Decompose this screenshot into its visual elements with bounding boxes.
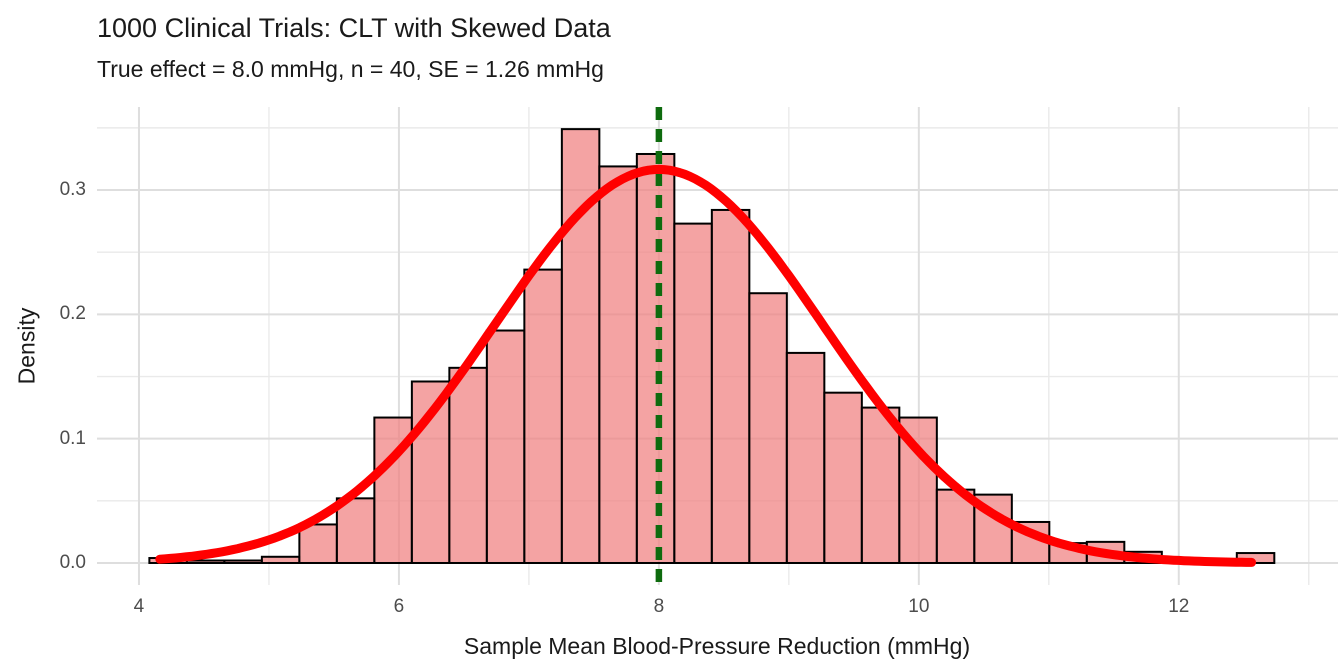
histogram-bar (260, 555, 301, 564)
histogram-bar (598, 165, 638, 564)
y-tick-label: 0.1 (59, 427, 86, 449)
x-tick-label: 6 (393, 596, 405, 617)
histogram-bar (298, 523, 338, 564)
histogram-bar (860, 406, 901, 564)
histogram-bar (823, 391, 863, 564)
x-tick-label: 10 (908, 596, 930, 617)
y-tick-label: 0.0 (59, 551, 86, 573)
x-tick-label: 4 (133, 596, 145, 617)
histogram-bar (223, 559, 263, 564)
x-axis-title: Sample Mean Blood-Pressure Reduction (mm… (463, 633, 971, 659)
chart-subtitle: True effect = 8.0 mmHg, n = 40, SE = 1.2… (97, 56, 604, 82)
histogram-bar (748, 292, 788, 564)
histogram-bar (448, 366, 488, 564)
histogram-bar (635, 152, 676, 564)
histogram-bar (485, 329, 526, 564)
histogram-bar (710, 208, 751, 564)
histogram-bar (185, 559, 226, 564)
chart-title: 1000 Clinical Trials: CLT with Skewed Da… (97, 13, 611, 43)
x-tick-label: 12 (1168, 596, 1190, 617)
y-tick-label: 0.2 (59, 303, 86, 325)
histogram-bar (673, 222, 713, 564)
x-tick-label: 8 (653, 596, 665, 617)
histogram-bar (335, 497, 376, 564)
histogram-bar (523, 268, 563, 564)
normal-curve (155, 164, 1257, 567)
histogram-bar (785, 351, 826, 564)
y-tick-label: 0.3 (59, 179, 86, 201)
